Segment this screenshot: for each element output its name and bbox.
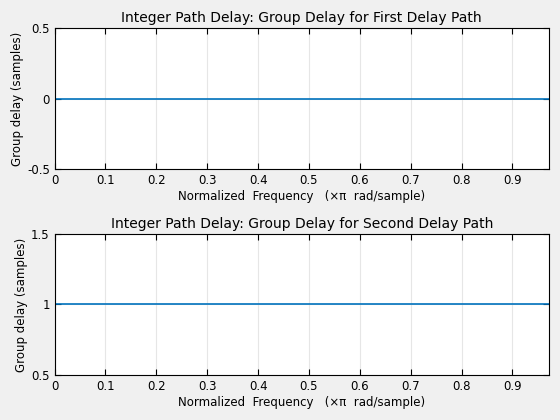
Y-axis label: Group delay (samples): Group delay (samples) — [11, 32, 24, 165]
Title: Integer Path Delay: Group Delay for Second Delay Path: Integer Path Delay: Group Delay for Seco… — [110, 217, 493, 231]
Title: Integer Path Delay: Group Delay for First Delay Path: Integer Path Delay: Group Delay for Firs… — [122, 11, 482, 25]
X-axis label: Normalized  Frequency   (×π  rad/sample): Normalized Frequency (×π rad/sample) — [178, 190, 425, 203]
X-axis label: Normalized  Frequency   (×π  rad/sample): Normalized Frequency (×π rad/sample) — [178, 396, 425, 409]
Y-axis label: Group delay (samples): Group delay (samples) — [15, 237, 29, 372]
